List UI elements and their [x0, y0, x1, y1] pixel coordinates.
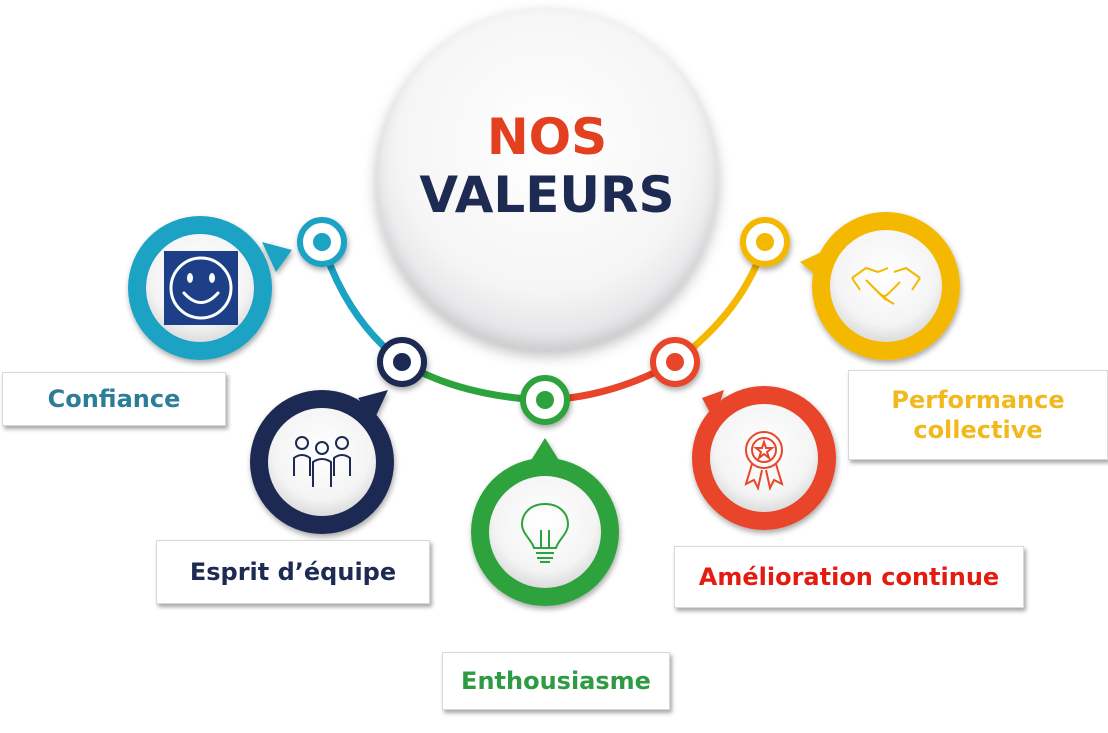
label-esprit-equipe: Esprit d’équipe: [156, 540, 430, 604]
lightbulb-icon: [520, 502, 570, 563]
node-enthousiasme: [520, 375, 570, 425]
bubble-esprit: [250, 390, 394, 534]
smiley-face-icon: [164, 251, 238, 325]
title-line-2: VALEURS: [419, 166, 675, 224]
node-confiance: [297, 217, 347, 267]
bubble-amelioration: [692, 386, 836, 530]
award-rosette-icon: [744, 431, 784, 491]
node-performance: [740, 217, 790, 267]
label-enthousiasme: Enthousiasme: [442, 652, 670, 710]
bubble-performance: [800, 212, 960, 360]
title-circle: NOS VALEURS: [376, 8, 718, 350]
label-performance-collective: Performance collective: [848, 370, 1108, 460]
team-people-icon: [293, 436, 351, 487]
node-amelioration: [650, 337, 700, 387]
node-esprit: [377, 337, 427, 387]
label-confiance: Confiance: [2, 372, 226, 426]
bubble-enthousiasme: [471, 438, 619, 606]
label-amelioration-continue: Amélioration continue: [674, 546, 1024, 608]
title-line-1: NOS: [486, 108, 608, 166]
handshake-icon: [851, 267, 921, 305]
